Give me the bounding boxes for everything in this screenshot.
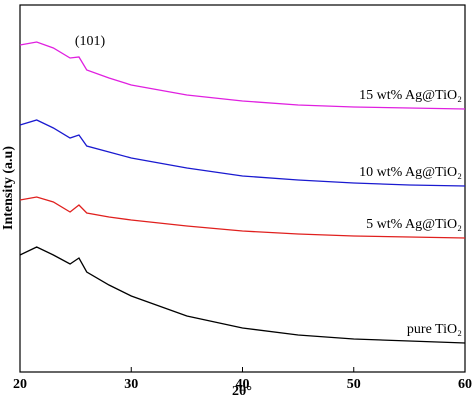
x-tick-label: 20	[13, 377, 27, 392]
x-tick-label: 60	[458, 377, 472, 392]
series-label: 15 wt% Ag@TiO₂	[359, 88, 462, 103]
plot-frame	[19, 4, 466, 373]
y-axis-label: Intensity (a.u)	[1, 146, 16, 230]
x-tick-label: 40	[236, 377, 250, 392]
data-line	[19, 119, 466, 187]
x-tick-label: 30	[124, 377, 138, 392]
x-tick-label: 50	[347, 377, 361, 392]
annotation: (101)	[75, 34, 106, 49]
series-label: 5 wt% Ag@TiO₂	[366, 217, 462, 232]
series-label: 10 wt% Ag@TiO₂	[359, 165, 462, 180]
data-line	[19, 196, 466, 239]
data-line	[19, 41, 466, 110]
data-line	[19, 246, 466, 344]
series-label: pure TiO₂	[407, 322, 462, 337]
x-axis-label: 2θ°	[232, 384, 252, 399]
